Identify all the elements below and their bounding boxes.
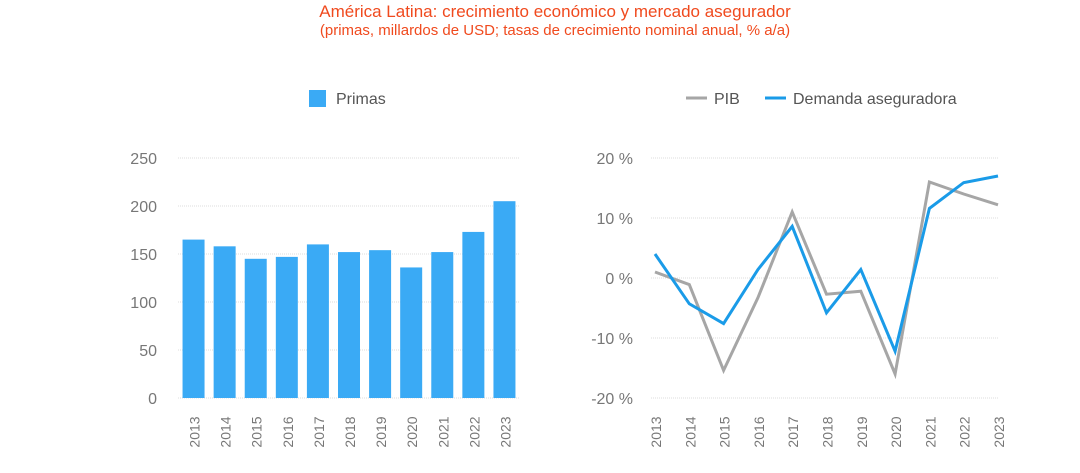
y-tick-label: 100 (130, 295, 157, 312)
x-tick-label: 2015 (717, 416, 733, 447)
bar-2014 (213, 246, 236, 398)
y-tick-label: 0 % (605, 271, 633, 288)
x-tick-label: 2014 (218, 416, 234, 447)
legend-label: Demanda aseguradora (793, 91, 957, 108)
x-tick-label: 2017 (311, 416, 327, 447)
y-tick-label: 20 % (597, 151, 633, 168)
bar-2020 (400, 267, 423, 398)
bar-2013 (182, 239, 205, 398)
x-tick-label: 2020 (888, 416, 904, 447)
chart-subtitle: (primas, millardos de USD; tasas de crec… (319, 22, 791, 39)
x-tick-label: 2023 (991, 416, 1007, 447)
y-tick-label: 10 % (597, 211, 633, 228)
x-tick-label: 2022 (466, 416, 482, 447)
x-tick-label: 2022 (957, 416, 973, 447)
x-tick-label: 2017 (785, 416, 801, 447)
x-tick-label: 2013 (648, 416, 664, 447)
x-tick-label: 2021 (435, 416, 451, 447)
y-tick-label: 250 (130, 151, 157, 168)
x-tick-label: 2016 (751, 416, 767, 447)
x-tick-label: 2019 (854, 416, 870, 447)
x-tick-label: 2021 (922, 416, 938, 447)
line-pib (654, 180, 999, 380)
y-tick-label: 50 (139, 343, 157, 360)
x-tick-label: 2020 (404, 416, 420, 447)
bar-2021 (431, 252, 454, 398)
y-tick-label: 150 (130, 247, 157, 264)
x-tick-label: 2016 (280, 416, 296, 447)
legend-label: Primas (336, 91, 386, 108)
x-tick-label: 2015 (249, 416, 265, 447)
y-tick-label: -10 % (591, 331, 633, 348)
legend-label: PIB (714, 91, 740, 108)
bar-2019 (369, 250, 392, 398)
y-tick-label: 0 (148, 391, 157, 408)
x-tick-label: 2013 (187, 416, 203, 447)
bar-2023 (493, 201, 516, 398)
y-tick-label: -20 % (591, 391, 633, 408)
legend-swatch-primas (309, 90, 326, 107)
x-tick-label: 2018 (820, 416, 836, 447)
bar-2017 (306, 244, 329, 398)
bar-2022 (462, 231, 485, 398)
bar-2015 (244, 258, 267, 398)
y-tick-label: 200 (130, 199, 157, 216)
chart-title: América Latina: crecimiento económico y … (319, 2, 791, 21)
x-tick-label: 2023 (497, 416, 513, 447)
x-tick-label: 2019 (373, 416, 389, 447)
x-tick-label: 2014 (682, 416, 698, 447)
bar-2018 (338, 252, 360, 398)
bar-2016 (275, 256, 298, 398)
x-tick-label: 2018 (342, 416, 358, 447)
